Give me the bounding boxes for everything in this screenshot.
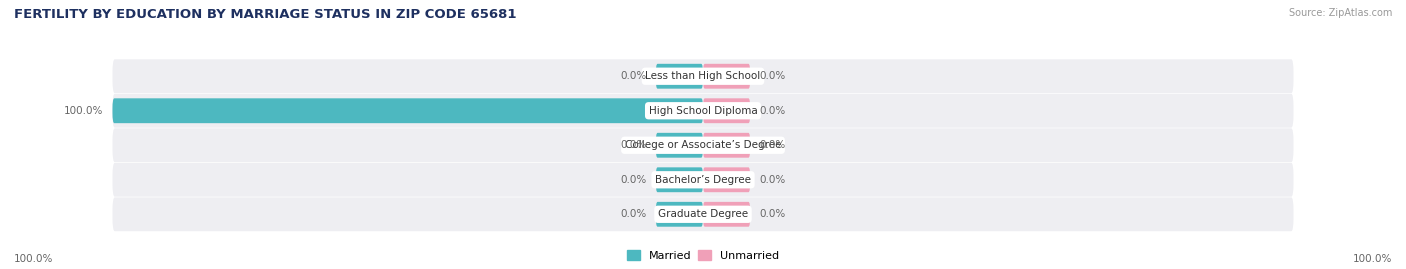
- FancyBboxPatch shape: [112, 98, 703, 123]
- Text: College or Associate’s Degree: College or Associate’s Degree: [624, 140, 782, 150]
- FancyBboxPatch shape: [703, 98, 751, 123]
- FancyBboxPatch shape: [112, 163, 1294, 197]
- Text: 0.0%: 0.0%: [759, 175, 786, 185]
- Text: 0.0%: 0.0%: [759, 209, 786, 219]
- FancyBboxPatch shape: [112, 128, 1294, 162]
- FancyBboxPatch shape: [703, 167, 751, 192]
- FancyBboxPatch shape: [655, 167, 703, 192]
- FancyBboxPatch shape: [703, 64, 751, 89]
- Text: 100.0%: 100.0%: [1353, 254, 1392, 264]
- Text: 0.0%: 0.0%: [759, 106, 786, 116]
- FancyBboxPatch shape: [112, 197, 1294, 231]
- Text: 0.0%: 0.0%: [620, 140, 647, 150]
- FancyBboxPatch shape: [703, 202, 751, 227]
- Legend: Married, Unmarried: Married, Unmarried: [627, 250, 779, 261]
- Text: 0.0%: 0.0%: [620, 175, 647, 185]
- Text: High School Diploma: High School Diploma: [648, 106, 758, 116]
- Text: Source: ZipAtlas.com: Source: ZipAtlas.com: [1288, 8, 1392, 18]
- Text: Graduate Degree: Graduate Degree: [658, 209, 748, 219]
- FancyBboxPatch shape: [112, 94, 1294, 128]
- Text: 100.0%: 100.0%: [65, 106, 104, 116]
- Text: 100.0%: 100.0%: [14, 254, 53, 264]
- FancyBboxPatch shape: [655, 202, 703, 227]
- FancyBboxPatch shape: [655, 64, 703, 89]
- Text: Less than High School: Less than High School: [645, 71, 761, 81]
- Text: FERTILITY BY EDUCATION BY MARRIAGE STATUS IN ZIP CODE 65681: FERTILITY BY EDUCATION BY MARRIAGE STATU…: [14, 8, 516, 21]
- Text: 0.0%: 0.0%: [759, 140, 786, 150]
- Text: 0.0%: 0.0%: [620, 71, 647, 81]
- Text: Bachelor’s Degree: Bachelor’s Degree: [655, 175, 751, 185]
- Text: 0.0%: 0.0%: [620, 209, 647, 219]
- Text: 0.0%: 0.0%: [759, 71, 786, 81]
- FancyBboxPatch shape: [112, 59, 1294, 93]
- FancyBboxPatch shape: [703, 133, 751, 158]
- FancyBboxPatch shape: [655, 133, 703, 158]
